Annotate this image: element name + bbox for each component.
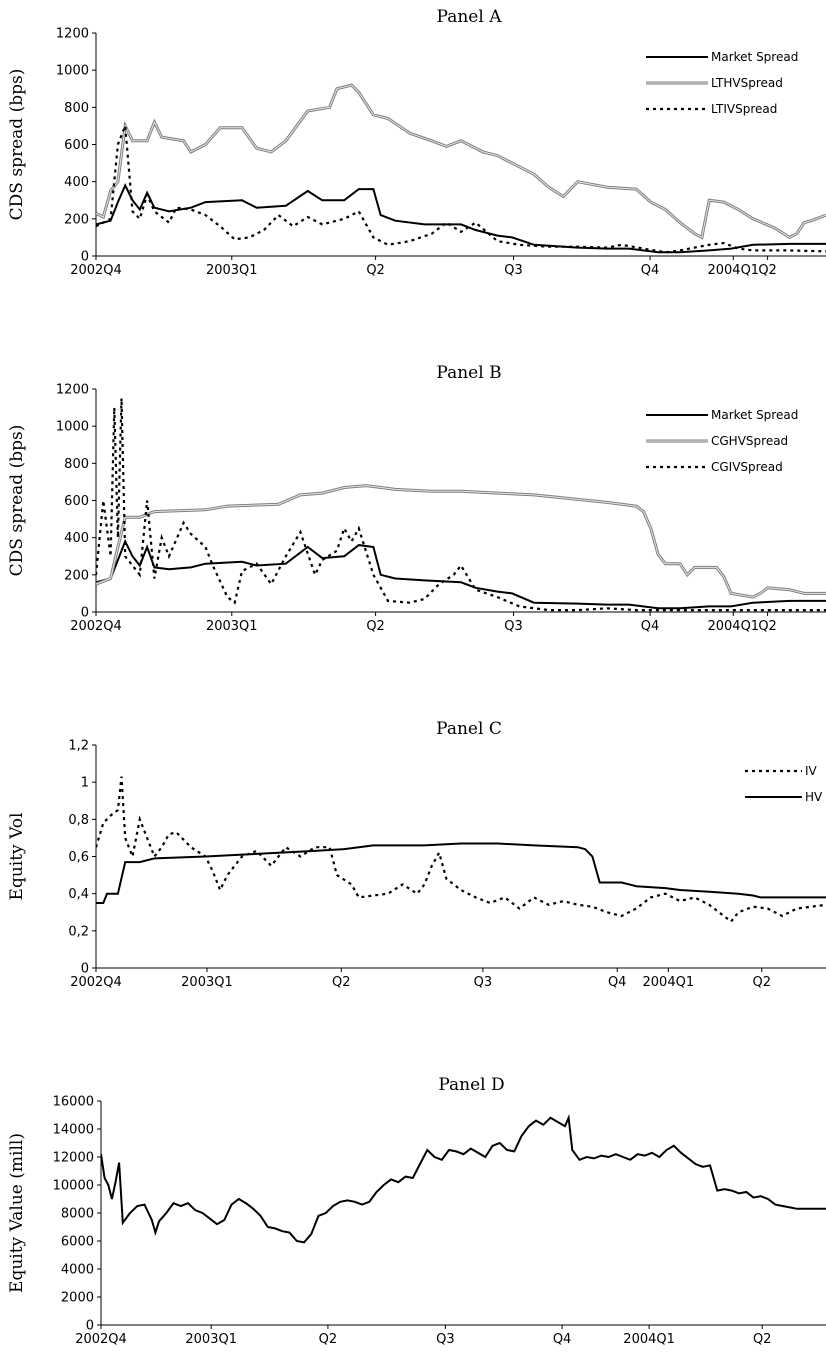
x-tick-label: 2002Q4	[70, 975, 122, 990]
x-tick-label: Q2	[753, 1332, 772, 1347]
x-tick-label: 2004Q1	[623, 1332, 675, 1347]
y-axis-title: Equity Vol	[7, 813, 27, 901]
panel-title: Panel B	[436, 363, 501, 383]
legend-iv-label: IV	[805, 764, 818, 778]
y-tick-label: 10000	[53, 1179, 94, 1194]
panel-title: Panel A	[437, 7, 503, 27]
y-axis-title: CDS spread (bps)	[7, 425, 27, 577]
x-tick-label: Q3	[436, 1332, 455, 1347]
y-tick-label: 1000	[56, 420, 89, 435]
series-cghvspread-inner	[96, 485, 826, 598]
series-market-spread	[96, 183, 826, 254]
y-tick-label: 800	[64, 457, 89, 472]
x-tick-label: 2002Q4	[75, 1332, 127, 1347]
y-tick-label: 0,6	[68, 850, 89, 865]
y-tick-label: 400	[64, 175, 89, 190]
series-lthvspread-inner	[96, 84, 826, 239]
y-tick-label: 1200	[56, 383, 89, 398]
panel-d: Panel D Equity Value (mill) 0 2000 4000 6000 8…	[7, 1075, 826, 1347]
series-hv	[96, 842, 826, 904]
y-tick-label: 600	[64, 494, 89, 509]
legend-hv-label: HV	[805, 790, 823, 804]
x-tick-label: Q2	[758, 263, 777, 278]
x-tick-label: Q2	[753, 975, 772, 990]
y-tick-label: 0,2	[68, 924, 89, 939]
y-tick-label: 16000	[53, 1095, 94, 1110]
panel-title: Panel D	[438, 1075, 504, 1095]
y-tick-label: 0	[81, 962, 89, 977]
panel-a: Panel A CDS spread (bps) 0 200 400 600 800 1000…	[7, 7, 826, 278]
y-tick-label: 1,2	[68, 739, 89, 754]
legend-cghvspread-label: CGHVSpread	[711, 434, 788, 448]
x-tick-label: 2003Q1	[181, 975, 233, 990]
x-tick-label: 2003Q1	[206, 619, 258, 634]
y-axis-title: Equity Value (mill)	[7, 1133, 27, 1293]
x-tick-label: Q4	[641, 619, 660, 634]
y-tick-label: 0,4	[68, 887, 89, 902]
panel-b: Panel B CDS spread (bps) 0 200 400 600 800 1000…	[7, 363, 826, 634]
y-tick-label: 200	[64, 568, 89, 583]
y-tick-label: 0	[81, 250, 89, 265]
y-tick-label: 800	[64, 101, 89, 116]
x-tick-label: 2004Q1	[707, 263, 759, 278]
legend-lthvspread-label: LTHVSpread	[711, 76, 783, 90]
y-tick-label: 1200	[56, 27, 89, 42]
legend-ltivspread-label: LTIVSpread	[711, 102, 777, 116]
y-tick-label: 1	[81, 776, 89, 791]
x-tick-label: Q3	[504, 263, 523, 278]
y-axis-title: CDS spread (bps)	[7, 69, 27, 221]
series-equity-value	[101, 1113, 826, 1244]
y-tick-label: 8000	[61, 1207, 94, 1222]
series-iv	[96, 776, 826, 924]
y-tick-label: 2000	[61, 1291, 94, 1306]
x-tick-label: 2003Q1	[206, 263, 258, 278]
x-tick-label: Q4	[553, 1332, 572, 1347]
x-tick-label: Q2	[319, 1332, 338, 1347]
x-tick-label: 2004Q1	[707, 619, 759, 634]
x-tick-label: Q3	[504, 619, 523, 634]
series-cghvspread	[96, 484, 826, 599]
x-tick-label: Q2	[332, 975, 351, 990]
y-tick-label: 4000	[61, 1263, 94, 1278]
y-tick-label: 12000	[53, 1151, 94, 1166]
series-cgivspread	[96, 398, 826, 612]
y-tick-label: 0	[86, 1319, 94, 1334]
y-tick-label: 600	[64, 138, 89, 153]
series-ltivspread	[96, 125, 826, 254]
y-tick-label: 6000	[61, 1235, 94, 1250]
x-tick-label: 2003Q1	[185, 1332, 237, 1347]
x-tick-label: Q2	[366, 263, 385, 278]
x-tick-label: 2004Q1	[643, 975, 695, 990]
series-market-spread	[96, 538, 826, 610]
x-tick-label: Q2	[366, 619, 385, 634]
legend-market-spread-label: Market Spread	[711, 50, 798, 64]
x-tick-label: Q3	[474, 975, 493, 990]
y-tick-label: 14000	[53, 1123, 94, 1138]
panel-title: Panel C	[436, 719, 502, 739]
x-tick-label: Q2	[758, 619, 777, 634]
panel-c: Panel C Equity Vol 0 0,2 0,4 0,6 0,8 1 1,2 2002Q4…	[7, 719, 826, 990]
y-tick-label: 1000	[56, 64, 89, 79]
x-tick-label: 2002Q4	[70, 263, 122, 278]
y-tick-label: 0,8	[68, 813, 89, 828]
x-tick-label: Q4	[641, 263, 660, 278]
x-tick-label: Q4	[608, 975, 627, 990]
y-tick-label: 0	[81, 606, 89, 621]
legend-market-spread-label: Market Spread	[711, 408, 798, 422]
y-tick-label: 400	[64, 531, 89, 546]
legend-cgivspread-label: CGIVSpread	[711, 460, 783, 474]
x-tick-label: 2002Q4	[70, 619, 122, 634]
y-tick-label: 200	[64, 212, 89, 227]
